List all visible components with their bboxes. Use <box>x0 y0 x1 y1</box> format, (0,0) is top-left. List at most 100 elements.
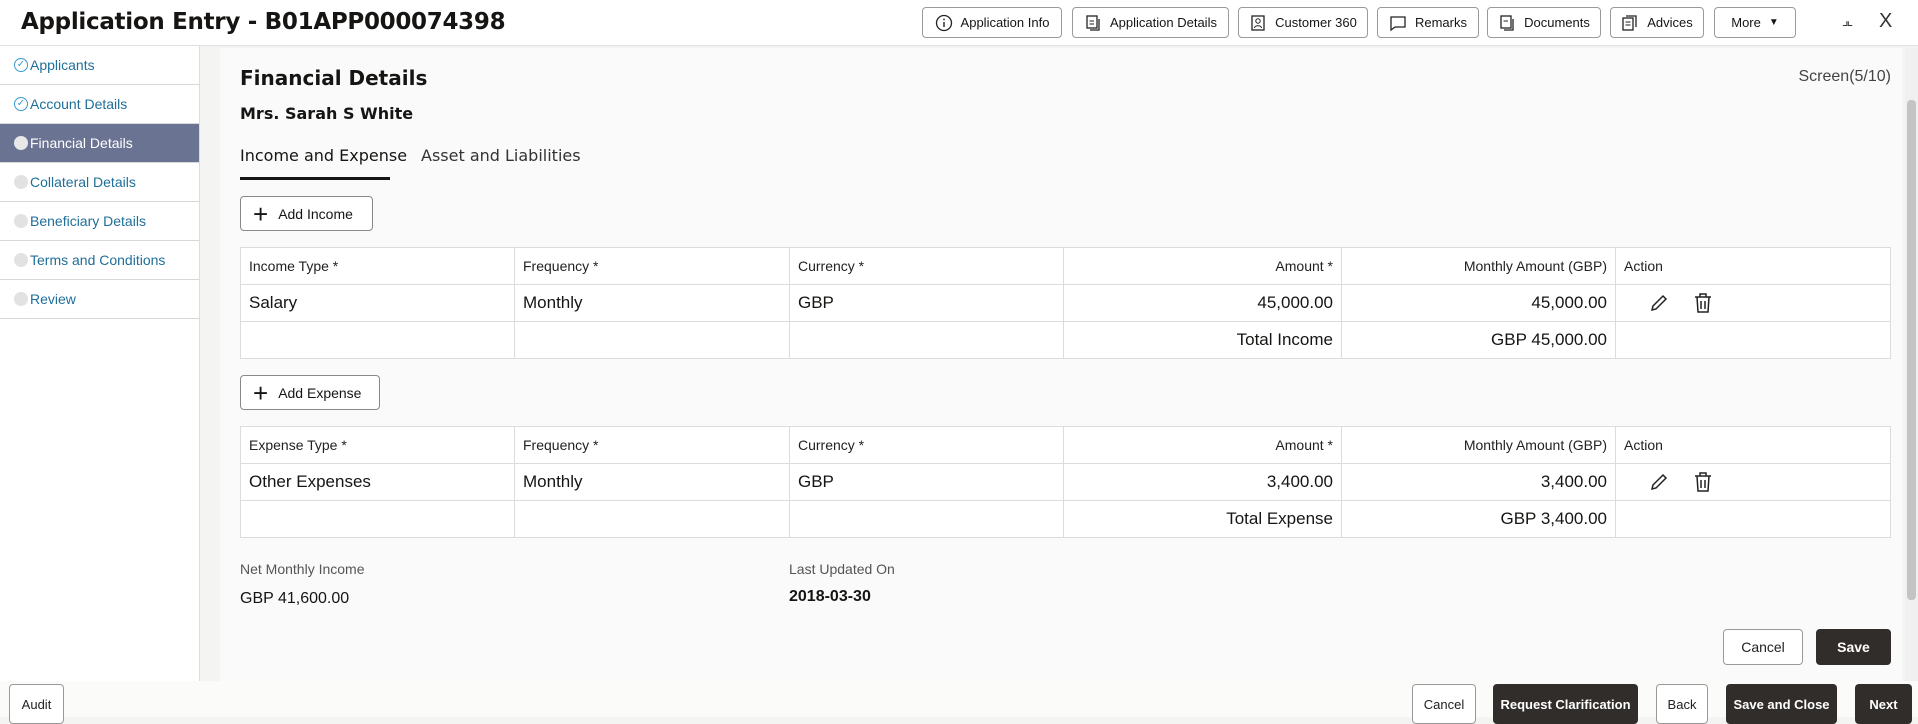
edit-icon[interactable] <box>1648 471 1670 493</box>
total-row: Total Expense GBP 3,400.00 <box>240 500 1891 538</box>
amount: 3,400.00 <box>1063 463 1342 501</box>
action-cell <box>1615 463 1891 501</box>
tab-asset-and-liabilities[interactable]: Asset and Liabilities <box>421 146 581 165</box>
table-header-row: Income Type * Frequency * Currency * Amo… <box>240 247 1891 285</box>
sidebar-item-collateral-details[interactable]: Collateral Details <box>0 163 199 202</box>
page-title: Application Entry - B01APP000074398 <box>21 9 506 35</box>
button-label: Documents <box>1524 15 1590 30</box>
column-header: Expense Type * <box>240 426 515 464</box>
button-label: Application Info <box>960 15 1050 30</box>
plus-icon: + <box>253 198 269 229</box>
sidebar-item-terms-and-conditions[interactable]: Terms and Conditions <box>0 241 199 280</box>
column-header: Currency * <box>789 247 1064 285</box>
save-and-close-button[interactable]: Save and Close <box>1726 684 1837 724</box>
step-dot-icon <box>14 136 28 150</box>
monthly-amount: 45,000.00 <box>1341 284 1616 322</box>
empty-cell <box>789 321 1064 359</box>
button-label: Add Expense <box>278 384 362 401</box>
add-income-button[interactable]: + Add Income <box>240 196 373 231</box>
income-table: Income Type * Frequency * Currency * Amo… <box>240 247 1891 359</box>
button-label: Remarks <box>1414 15 1467 30</box>
add-expense-button[interactable]: + Add Expense <box>240 375 380 410</box>
customer-name: Mrs. Sarah S White <box>240 104 414 123</box>
sidebar-item-label: Account Details <box>30 96 128 112</box>
step-dot-icon <box>14 292 28 306</box>
advices-button[interactable]: Advices <box>1610 7 1704 38</box>
column-header: Monthly Amount (GBP) <box>1341 426 1616 464</box>
application-info-button[interactable]: Application Info <box>922 7 1062 38</box>
action-cell <box>1615 284 1891 322</box>
total-label: Total Expense <box>1063 500 1342 538</box>
documents-button[interactable]: Documents <box>1487 7 1601 38</box>
sidebar-item-applicants[interactable]: ✓ Applicants <box>0 46 199 85</box>
monthly-amount: 3,400.00 <box>1341 463 1616 501</box>
scrollbar-thumb[interactable] <box>1907 100 1916 600</box>
net-monthly-income-value: GBP 41,600.00 <box>240 590 350 607</box>
button-label: More <box>1731 15 1761 30</box>
cancel-button[interactable]: Cancel <box>1723 629 1803 665</box>
edit-icon[interactable] <box>1648 292 1670 314</box>
audit-button[interactable]: Audit <box>9 684 64 724</box>
empty-cell <box>240 500 515 538</box>
last-updated-label: Last Updated On <box>789 561 895 577</box>
comment-icon <box>1390 15 1406 31</box>
column-header: Amount * <box>1063 247 1342 285</box>
minimize-icon[interactable]: ⌟⌞ <box>1842 12 1853 28</box>
table-row: Other Expenses Monthly GBP 3,400.00 3,40… <box>240 463 1891 501</box>
currency: GBP <box>789 463 1064 501</box>
empty-cell <box>240 321 515 359</box>
frequency: Monthly <box>514 463 790 501</box>
total-label: Total Income <box>1063 321 1342 359</box>
currency: GBP <box>789 284 1064 322</box>
empty-cell <box>789 500 1064 538</box>
expense-table: Expense Type * Frequency * Currency * Am… <box>240 426 1891 538</box>
sidebar-item-beneficiary-details[interactable]: Beneficiary Details <box>0 202 199 241</box>
button-label: Advices <box>1647 15 1693 30</box>
document-icon <box>1086 14 1100 31</box>
column-header: Currency * <box>789 426 1064 464</box>
total-value: GBP 45,000.00 <box>1341 321 1616 359</box>
column-header: Frequency * <box>514 426 790 464</box>
delete-icon[interactable] <box>1692 292 1714 314</box>
more-button[interactable]: More ▼ <box>1714 7 1796 38</box>
column-header: Monthly Amount (GBP) <box>1341 247 1616 285</box>
column-header: Amount * <box>1063 426 1342 464</box>
table-header-row: Expense Type * Frequency * Currency * Am… <box>240 426 1891 464</box>
button-label: Application Details <box>1110 15 1217 30</box>
amount: 45,000.00 <box>1063 284 1342 322</box>
step-dot-icon <box>14 214 28 228</box>
delete-icon[interactable] <box>1692 471 1714 493</box>
main-panel <box>220 48 1902 681</box>
next-button[interactable]: Next <box>1855 684 1912 724</box>
header: Application Entry - B01APP000074398 Appl… <box>0 0 1918 46</box>
document-icon <box>1500 14 1514 31</box>
close-icon[interactable]: X <box>1879 10 1893 32</box>
frequency: Monthly <box>514 284 790 322</box>
application-details-button[interactable]: Application Details <box>1072 7 1229 38</box>
back-button[interactable]: Back <box>1656 684 1708 724</box>
sidebar-item-account-details[interactable]: ✓ Account Details <box>0 85 199 124</box>
sidebar-item-label: Terms and Conditions <box>30 252 166 268</box>
expense-type: Other Expenses <box>240 463 515 501</box>
empty-cell <box>1615 500 1891 538</box>
total-row: Total Income GBP 45,000.00 <box>240 321 1891 359</box>
column-header: Frequency * <box>514 247 790 285</box>
sidebar-item-review[interactable]: Review <box>0 280 199 319</box>
save-button[interactable]: Save <box>1816 629 1891 665</box>
step-dot-icon <box>14 175 28 189</box>
tab-income-and-expense[interactable]: Income and Expense <box>240 146 408 165</box>
plus-icon: + <box>253 377 269 408</box>
request-clarification-button[interactable]: Request Clarification <box>1493 684 1638 724</box>
remarks-button[interactable]: Remarks <box>1377 7 1479 38</box>
column-header: Action <box>1615 426 1891 464</box>
income-type: Salary <box>240 284 515 322</box>
empty-cell <box>1615 321 1891 359</box>
check-icon: ✓ <box>14 97 28 111</box>
empty-cell <box>514 500 790 538</box>
customer-360-button[interactable]: Customer 360 <box>1238 7 1368 38</box>
net-monthly-income-label: Net Monthly Income <box>240 561 365 577</box>
sidebar-item-financial-details[interactable]: Financial Details <box>0 124 199 163</box>
info-icon <box>935 14 952 31</box>
footer-cancel-button[interactable]: Cancel <box>1412 684 1476 724</box>
scrollbar[interactable] <box>1905 48 1918 681</box>
